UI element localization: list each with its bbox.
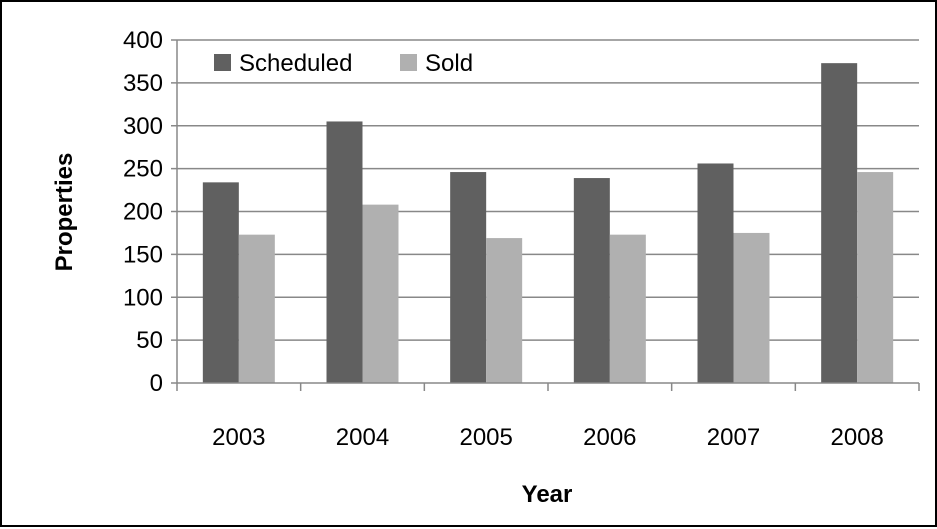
- y-tick-label: 50: [136, 327, 163, 354]
- x-tick-label: 2005: [459, 424, 512, 451]
- legend-swatch-sold: [400, 54, 417, 71]
- y-tick-label: 150: [123, 241, 163, 268]
- bars: [202, 63, 894, 384]
- x-tick-label: 2004: [336, 424, 389, 451]
- x-axis-title: Year: [522, 481, 573, 508]
- y-tick-label: 350: [123, 70, 163, 97]
- legend-label-scheduled: Scheduled: [239, 50, 352, 77]
- bar-scheduled-2007: [697, 163, 734, 383]
- x-tick-label: 2003: [212, 424, 265, 451]
- y-tick-label: 200: [123, 199, 163, 226]
- x-tick-label: 2007: [707, 424, 760, 451]
- legend-label-sold: Sold: [425, 50, 473, 77]
- y-tick-label: 100: [123, 284, 163, 311]
- bar-scheduled-2005: [450, 172, 487, 383]
- x-tick-label: 2008: [830, 424, 883, 451]
- tick-labels: 0 50 100 150 200 250 300 350 400 2003 2004 2005 2006…: [123, 27, 884, 451]
- bar-scheduled-2006: [573, 178, 610, 383]
- x-tick-label: 2006: [583, 424, 636, 451]
- y-tick-label: 0: [150, 370, 163, 397]
- bar-sold-2004: [362, 204, 399, 383]
- axes: [171, 39, 920, 391]
- y-tick-label: 400: [123, 27, 163, 54]
- bar-scheduled-2004: [326, 121, 363, 384]
- y-tick-label: 300: [123, 113, 163, 140]
- y-axis-title: Properties: [51, 153, 78, 272]
- bar-sold-2006: [609, 234, 646, 383]
- legend: Scheduled Sold: [214, 50, 473, 77]
- bar-sold-2007: [733, 232, 770, 383]
- bar-scheduled-2003: [202, 182, 239, 383]
- legend-swatch-scheduled: [214, 54, 231, 71]
- gridlines: [177, 39, 919, 341]
- y-tick-label: 250: [123, 156, 163, 183]
- bar-scheduled-2008: [821, 63, 858, 384]
- bar-sold-2003: [238, 234, 275, 383]
- bar-sold-2005: [486, 238, 523, 383]
- bar-sold-2008: [857, 172, 894, 383]
